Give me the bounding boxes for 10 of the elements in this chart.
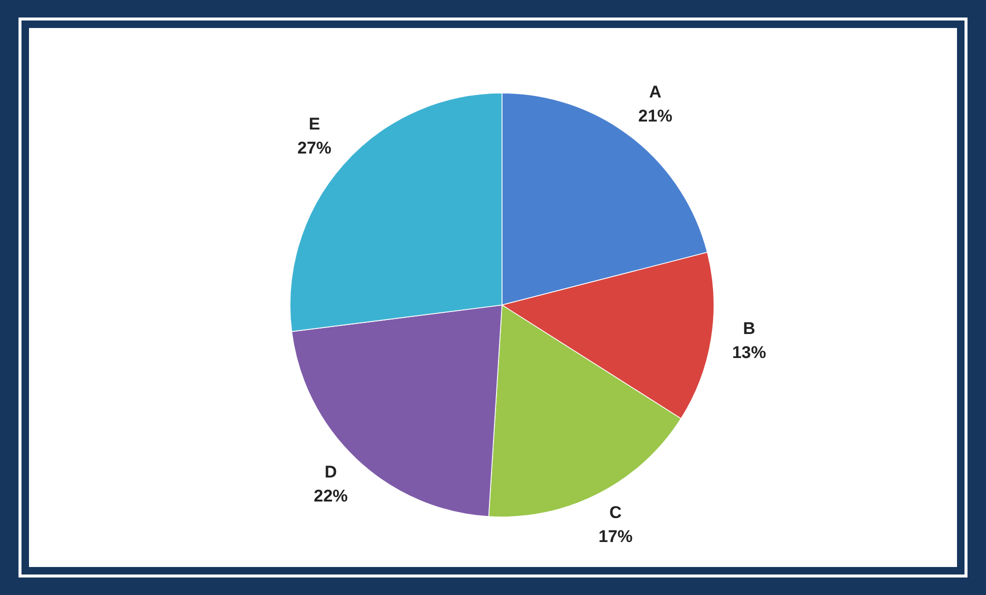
slice-label: A (649, 82, 662, 102)
data-label: 21% (638, 106, 672, 126)
data-label: 13% (732, 343, 766, 362)
slice-label: C (609, 502, 622, 522)
data-label: 17% (598, 526, 633, 546)
slice-label: B (742, 319, 756, 338)
slice-label: E (308, 114, 320, 134)
data-label: 22% (314, 486, 348, 506)
slice-label: D (324, 462, 337, 482)
data-label: 27% (297, 138, 332, 158)
